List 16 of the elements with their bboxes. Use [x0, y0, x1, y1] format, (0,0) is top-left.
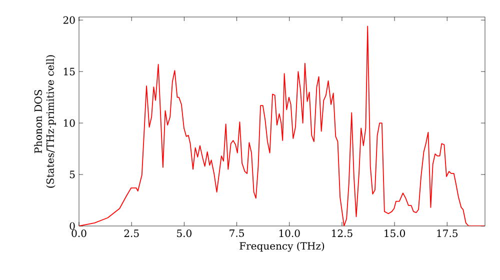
- y-tick-label: 10: [64, 119, 75, 127]
- y-tick-label: 5: [70, 170, 75, 178]
- x-tick-label: 7.5: [230, 230, 244, 237]
- x-tick-label: 5.0: [177, 230, 192, 238]
- x-axis-title: Frequency (THz): [240, 242, 324, 252]
- y-tick-label: 0: [70, 222, 75, 230]
- x-tick-label: 17.5: [437, 230, 458, 238]
- x-tick-label: 2.5: [124, 230, 139, 238]
- y-axis-title: Phonon DOS (States/THz·primitive cell): [34, 55, 56, 188]
- y-tick-label: 15: [64, 68, 75, 76]
- x-tick-label: 10.0: [279, 230, 300, 238]
- x-tick-label: 15.0: [384, 230, 406, 238]
- y-tick-label: 20: [63, 16, 75, 24]
- line-series: [79, 26, 485, 226]
- x-tick-label: 12.5: [332, 230, 352, 238]
- x-tick-label: 0.0: [72, 230, 86, 238]
